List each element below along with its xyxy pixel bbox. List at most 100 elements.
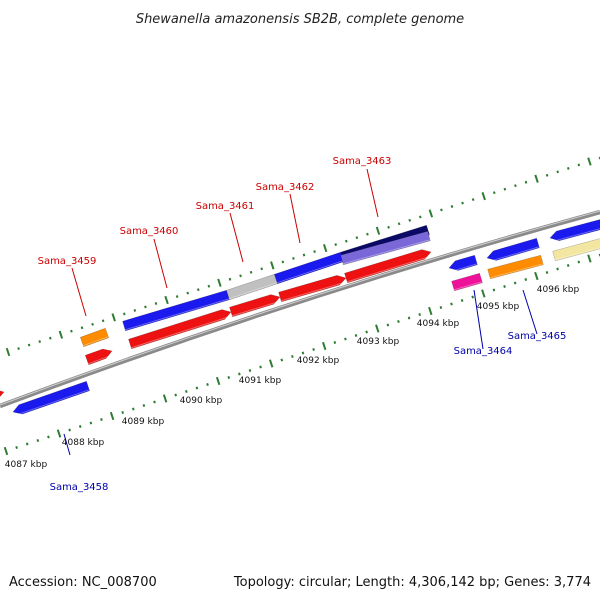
inner-minor-tick — [291, 355, 294, 358]
gene-track-red-1[interactable] — [128, 309, 232, 350]
gene-bar-sama-3459-shade — [82, 336, 109, 347]
inner-minor-tick — [259, 365, 262, 369]
inner-minor-tick — [25, 442, 29, 446]
gene-track-red-4[interactable] — [344, 249, 432, 284]
inner-minor-tick — [439, 306, 443, 309]
gene-track-red-4-shade — [346, 255, 433, 283]
gene-track-red-left[interactable] — [0, 390, 5, 400]
gene-bar-sama-3464-magenta[interactable] — [451, 272, 483, 292]
genome-backbone-highlight — [0, 210, 600, 406]
outer-major-tick — [375, 226, 381, 235]
gene-label-sama-3465[interactable]: Sama_3465 — [508, 331, 567, 342]
scale-label: 4087 kbp — [5, 460, 48, 470]
inner-major-tick — [215, 376, 221, 386]
gene-label-sama-3458[interactable]: Sama_3458 — [50, 482, 109, 493]
gene-bar-sama-3465-shade — [487, 246, 539, 263]
outer-minor-tick — [397, 222, 401, 226]
callout-line-sama-3458 — [63, 433, 71, 456]
inner-major-tick — [587, 254, 592, 263]
inner-minor-tick — [36, 439, 40, 442]
scale-label: 4091 kbp — [239, 376, 282, 386]
inner-major-tick — [322, 341, 327, 351]
outer-major-tick — [217, 278, 222, 287]
gene-bar-sama-3464[interactable] — [448, 254, 478, 271]
inner-minor-tick — [184, 390, 188, 393]
gene-track-red-5-shade — [87, 354, 114, 365]
outer-major-tick — [428, 209, 434, 218]
gene-bar-sama-3463-inner-shade — [342, 239, 430, 265]
gene-track-red-left-shade — [0, 395, 6, 398]
inner-minor-tick — [47, 435, 50, 439]
inner-minor-tick — [174, 393, 178, 397]
outer-minor-tick — [461, 201, 464, 205]
gene-bar-sama-3465[interactable] — [486, 237, 540, 261]
gene-label-sama-3464[interactable]: Sama_3464 — [454, 346, 513, 357]
callout-line-sama-3459 — [71, 267, 87, 317]
gene-bar-sama-3460-shade — [124, 298, 230, 331]
inner-minor-tick — [238, 372, 241, 376]
inner-minor-tick — [68, 428, 71, 432]
scale-label: 4089 kbp — [122, 417, 165, 427]
callout-line-sama-3462 — [289, 193, 301, 244]
inner-minor-tick — [450, 302, 453, 306]
outer-minor-tick — [408, 218, 412, 222]
gene-bar-next-yellow[interactable] — [552, 236, 600, 262]
inner-minor-tick — [301, 351, 305, 355]
outer-minor-tick — [154, 302, 158, 305]
outer-major-tick — [111, 313, 116, 322]
inner-minor-tick — [78, 425, 82, 428]
gene-track-red-1-shade — [130, 315, 233, 349]
gene-label-sama-3461[interactable]: Sama_3461 — [196, 201, 255, 212]
gene-track-red-3-shade — [280, 281, 347, 302]
outer-major-tick — [481, 191, 486, 201]
gene-label-sama-3462[interactable]: Sama_3462 — [256, 182, 315, 193]
outer-minor-tick — [418, 215, 422, 219]
inner-minor-tick — [100, 418, 103, 421]
gene-bar-sama-3462[interactable] — [274, 251, 344, 285]
gene-bar-sama-3465-orange[interactable] — [487, 254, 544, 280]
inner-major-tick — [375, 324, 380, 333]
gene-callouts: Sama_3458Sama_3459Sama_3460Sama_3461Sama… — [38, 156, 567, 493]
gene-track-red-3[interactable] — [278, 275, 347, 303]
inner-minor-tick — [312, 348, 315, 351]
outer-minor-tick — [70, 329, 73, 333]
inner-minor-tick — [15, 446, 18, 449]
gene-bar-sama-3463-inner[interactable] — [340, 230, 431, 266]
gene-label-sama-3459[interactable]: Sama_3459 — [38, 256, 97, 267]
outer-tick-track — [5, 156, 600, 357]
outer-minor-tick — [524, 180, 528, 184]
inner-minor-tick — [524, 278, 528, 281]
gene-track-red-2[interactable] — [229, 294, 281, 318]
inner-minor-tick — [386, 323, 390, 327]
outer-minor-tick — [281, 260, 285, 264]
outer-minor-tick — [249, 270, 253, 274]
genome-stats-text: Topology: circular; Length: 4,306,142 bp… — [233, 575, 591, 590]
outer-major-tick — [5, 347, 11, 357]
outer-minor-tick — [556, 170, 560, 174]
gene-label-sama-3463[interactable]: Sama_3463 — [333, 156, 392, 167]
inner-minor-tick — [365, 330, 368, 334]
gene-label-sama-3460[interactable]: Sama_3460 — [120, 226, 179, 237]
scale-label: 4094 kbp — [417, 319, 460, 329]
outer-minor-tick — [186, 291, 190, 295]
inner-minor-tick — [333, 341, 337, 344]
gene-bar-next-blue[interactable] — [549, 217, 600, 242]
gene-bar-sama-3458[interactable] — [12, 380, 90, 415]
outer-minor-tick — [514, 184, 517, 188]
outer-minor-tick — [80, 326, 84, 330]
inner-major-tick — [162, 394, 168, 403]
gene-bar-sama-3460[interactable] — [122, 289, 230, 332]
inner-minor-tick — [344, 337, 347, 341]
gene-track-red-5[interactable] — [84, 348, 113, 366]
scale-label: 4093 kbp — [357, 337, 400, 347]
inner-major-tick — [268, 359, 274, 368]
outer-minor-tick — [228, 277, 232, 281]
outer-minor-tick — [38, 340, 42, 344]
gene-bar-sama-3459[interactable] — [79, 327, 110, 348]
inner-minor-tick — [503, 285, 506, 288]
outer-minor-tick — [196, 288, 200, 292]
outer-minor-tick — [175, 295, 179, 299]
callout-line-sama-3465 — [522, 289, 538, 335]
inner-minor-tick — [492, 288, 496, 292]
